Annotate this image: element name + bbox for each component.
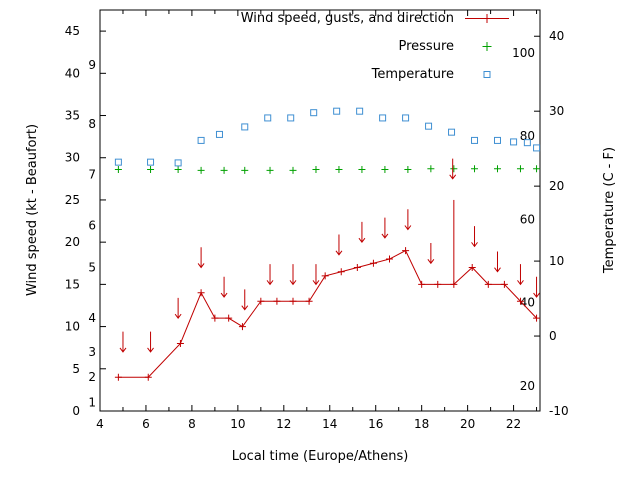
svg-text:30: 30: [65, 151, 80, 165]
svg-text:4: 4: [88, 311, 96, 325]
svg-text:8: 8: [88, 117, 96, 131]
svg-text:16: 16: [368, 417, 383, 431]
y-axis-left-title: Wind speed (kt - Beaufort): [25, 123, 40, 297]
svg-text:12: 12: [276, 417, 291, 431]
x-tick-labels: 4 6 8 10 12 14 16 18 20 22: [96, 417, 521, 431]
wind-line-plus-marker-icon: [462, 12, 512, 25]
legend-item-wind: Wind speed, gusts, and direction: [0, 4, 512, 32]
svg-text:20: 20: [520, 379, 535, 393]
legend-label-temperature: Temperature: [371, 66, 454, 82]
svg-text:40: 40: [520, 296, 535, 310]
y-left-tick-labels: 0 5 10 15 20 25 30 35 40 45: [65, 24, 80, 418]
y-axis-left-ticks: [100, 30, 106, 412]
svg-text:25: 25: [65, 193, 80, 207]
legend-label-wind: Wind speed, gusts, and direction: [240, 10, 454, 26]
svg-text:1: 1: [88, 396, 96, 410]
svg-text:45: 45: [65, 24, 80, 38]
fahrenheit-scale-labels: 20 40 60 80 100: [512, 46, 535, 393]
svg-text:9: 9: [88, 58, 96, 72]
svg-text:100: 100: [512, 46, 535, 60]
svg-text:10: 10: [230, 417, 245, 431]
svg-text:18: 18: [414, 417, 429, 431]
svg-text:40: 40: [65, 66, 80, 80]
legend-item-pressure: Pressure: [0, 32, 512, 60]
legend-label-pressure: Pressure: [398, 38, 454, 54]
svg-text:10: 10: [549, 254, 564, 268]
svg-text:3: 3: [88, 345, 96, 359]
svg-text:10: 10: [65, 320, 80, 334]
svg-text:7: 7: [88, 168, 96, 182]
svg-text:20: 20: [549, 179, 564, 193]
svg-text:2: 2: [88, 370, 96, 384]
svg-text:15: 15: [65, 277, 80, 291]
svg-text:60: 60: [520, 212, 535, 226]
svg-text:0: 0: [72, 404, 80, 418]
svg-text:8: 8: [188, 417, 196, 431]
x-axis-ticks: [99, 10, 538, 411]
svg-text:22: 22: [506, 417, 521, 431]
beaufort-scale-labels: 1 2 3 4 5 6 7 8 9: [88, 58, 96, 410]
y-axis-right-title: Temperature (C - F): [602, 146, 617, 274]
pressure-series: [114, 165, 541, 174]
temperature-series: [114, 107, 541, 167]
wind-speed-series: [114, 247, 541, 381]
svg-text:5: 5: [72, 362, 80, 376]
svg-text:6: 6: [88, 218, 96, 232]
y-axis-right-ticks: [534, 35, 540, 412]
y-right-tick-labels: -10 0 10 20 30 40: [549, 29, 569, 418]
svg-text:-10: -10: [549, 404, 569, 418]
svg-text:20: 20: [65, 235, 80, 249]
x-axis-title: Local time (Europe/Athens): [231, 449, 409, 464]
svg-text:40: 40: [549, 29, 564, 43]
legend-item-temperature: Temperature: [0, 60, 512, 88]
legend: Wind speed, gusts, and direction Pressur…: [0, 4, 512, 88]
svg-text:0: 0: [549, 329, 557, 343]
svg-text:6: 6: [142, 417, 150, 431]
svg-text:80: 80: [520, 129, 535, 143]
svg-text:4: 4: [96, 417, 104, 431]
svg-text:14: 14: [322, 417, 337, 431]
plot-border: [99, 9, 541, 412]
temperature-square-marker-icon: [462, 68, 512, 81]
pressure-plus-marker-icon: [462, 40, 512, 53]
svg-text:5: 5: [88, 260, 96, 274]
gust-direction-arrows: [119, 158, 540, 353]
svg-text:30: 30: [549, 104, 564, 118]
svg-text:20: 20: [460, 417, 475, 431]
svg-text:35: 35: [65, 109, 80, 123]
